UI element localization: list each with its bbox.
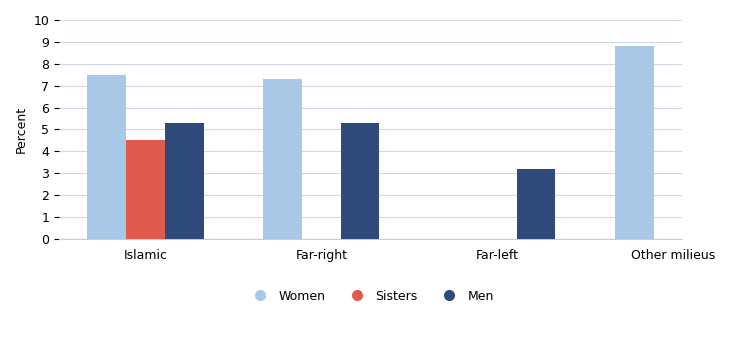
Bar: [165, 123, 203, 239]
Legend: Women, Sisters, Men: Women, Sisters, Men: [242, 284, 499, 307]
Bar: [88, 75, 126, 239]
Bar: [615, 46, 654, 239]
Y-axis label: Percent: Percent: [15, 106, 28, 153]
Bar: [263, 79, 302, 239]
Bar: [126, 140, 165, 239]
Bar: [517, 169, 556, 239]
Bar: [341, 123, 379, 239]
